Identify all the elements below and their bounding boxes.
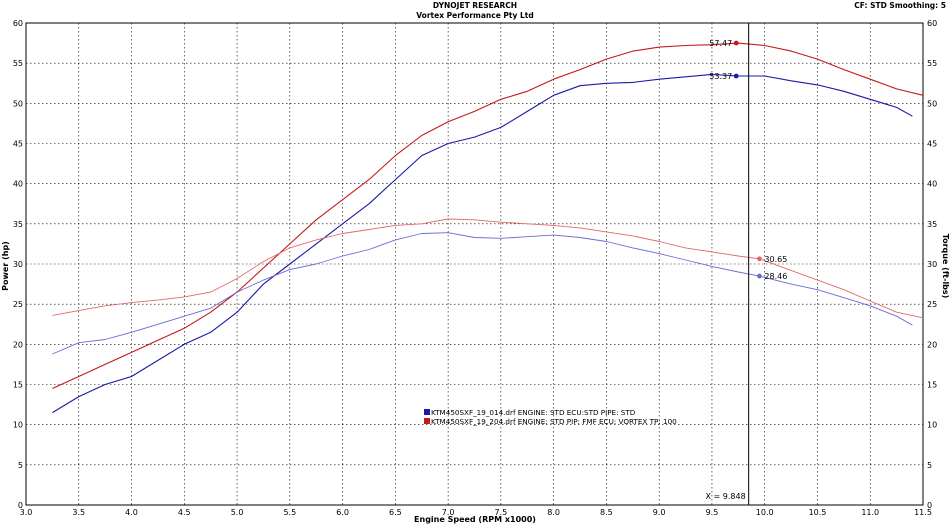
y-tick-label-left: 30: [13, 260, 23, 269]
x-tick-label: 10.0: [756, 508, 774, 517]
series-power-run-0: [52, 73, 913, 414]
value-markers: 53.37 57.47 28.46 30.65: [709, 39, 787, 281]
legend: KTM450SXF_19_014.drf ENGINE: STD ECU:STD…: [424, 408, 677, 426]
x-tick-label: 10.5: [809, 508, 827, 517]
y-tick-label-right: 30: [927, 260, 937, 269]
y-tick-label-left: 45: [13, 140, 23, 149]
x-tick-label: 4.0: [125, 508, 138, 517]
y-tick-label-right: 45: [927, 140, 937, 149]
series-layer: [52, 42, 924, 414]
y-tick-label-left: 5: [18, 461, 23, 470]
legend-swatch-run-1: [424, 418, 430, 424]
marker-value-power-run-1: 57.47: [709, 39, 732, 48]
y-tick-label-right: 60: [927, 19, 937, 28]
series-power-run-1: [52, 42, 924, 390]
y-axis-left-label: Power (hp): [1, 241, 10, 291]
x-tick-label: 8.5: [600, 508, 613, 517]
x-tick-label: 9.5: [706, 508, 719, 517]
y-tick-label-left: 55: [13, 59, 23, 68]
y-tick-label-left: 40: [13, 180, 23, 189]
legend-entry-run-1: KTM450SXF_19_204.drf ENGINE: STD PIP: FM…: [431, 417, 677, 426]
marker-torque-run-0: [757, 273, 762, 279]
y-tick-label-left: 0: [18, 501, 23, 510]
chart-subtitle: Vortex Performance Pty Ltd: [416, 11, 534, 20]
x-axis-ticks: 3.0 3.5 4.0 4.5 5.0 5.5 6.0 6.5 7.0 7.5 8.0 8.5 9.0 9…: [20, 508, 932, 517]
y-tick-label-left: 60: [13, 19, 23, 28]
y-tick-label-right: 50: [927, 99, 937, 108]
y-tick-label-left: 15: [13, 381, 23, 390]
x-tick-label: 11.5: [914, 508, 932, 517]
y-tick-label-left: 35: [13, 220, 23, 229]
y-tick-label-right: 10: [927, 421, 937, 430]
chart-title: DYNOJET RESEARCH: [432, 1, 518, 10]
y-tick-label-right: 25: [927, 300, 937, 309]
y-axis-right-ticks: 0 5 10 15 20 25 30 35 40 45 50 55 60: [927, 19, 937, 510]
x-tick-label: 3.0: [20, 508, 33, 517]
cursor-label: X = 9.848: [705, 492, 745, 501]
y-axis-right-label: Torque (ft-lbs): [941, 234, 950, 299]
marker-power-run-1: [733, 40, 739, 46]
grid-lines: [26, 23, 923, 505]
x-tick-label: 8.0: [547, 508, 560, 517]
marker-value-power-run-0: 53.37: [709, 72, 732, 81]
y-tick-label-left: 20: [13, 340, 23, 349]
y-tick-label-right: 0: [927, 501, 932, 510]
y-tick-label-left: 50: [13, 99, 23, 108]
marker-power-run-0: [733, 73, 739, 79]
y-tick-label-right: 55: [927, 59, 937, 68]
y-tick-label-right: 5: [927, 461, 932, 470]
y-axis-left-ticks: 0 5 10 15 20 25 30 35 40 45 50 55 60: [13, 19, 23, 510]
x-tick-label: 5.5: [283, 508, 296, 517]
legend-entry-run-0: KTM450SXF_19_014.drf ENGINE: STD ECU:STD…: [431, 408, 636, 417]
y-tick-label-right: 40: [927, 180, 937, 189]
x-tick-label: 7.5: [495, 508, 508, 517]
plot-frame: [25, 22, 924, 506]
legend-swatch-run-0: [424, 409, 430, 415]
x-tick-label: 3.5: [72, 508, 85, 517]
marker-torque-run-1: [757, 256, 762, 262]
x-tick-label: 7.0: [442, 508, 455, 517]
x-tick-label: 5.0: [231, 508, 244, 517]
y-tick-label-right: 35: [927, 220, 937, 229]
y-tick-label-left: 10: [13, 421, 23, 430]
x-tick-label: 9.0: [653, 508, 666, 517]
y-tick-label-left: 25: [13, 300, 23, 309]
x-tick-label: 4.5: [178, 508, 191, 517]
x-tick-label: 11.0: [861, 508, 879, 517]
x-axis-label: Engine Speed (RPM x1000): [414, 515, 536, 524]
series-torque-run-0: [52, 232, 913, 355]
y-tick-label-right: 15: [927, 381, 937, 390]
x-tick-label: 6.5: [389, 508, 402, 517]
marker-value-torque-run-0: 28.46: [764, 272, 787, 281]
series-torque-run-1: [52, 218, 924, 319]
marker-value-torque-run-1: 30.65: [764, 255, 787, 264]
x-tick-label: 6.0: [336, 508, 349, 517]
correction-settings: CF: STD Smoothing: 5: [854, 1, 946, 10]
y-tick-label-right: 20: [927, 340, 937, 349]
